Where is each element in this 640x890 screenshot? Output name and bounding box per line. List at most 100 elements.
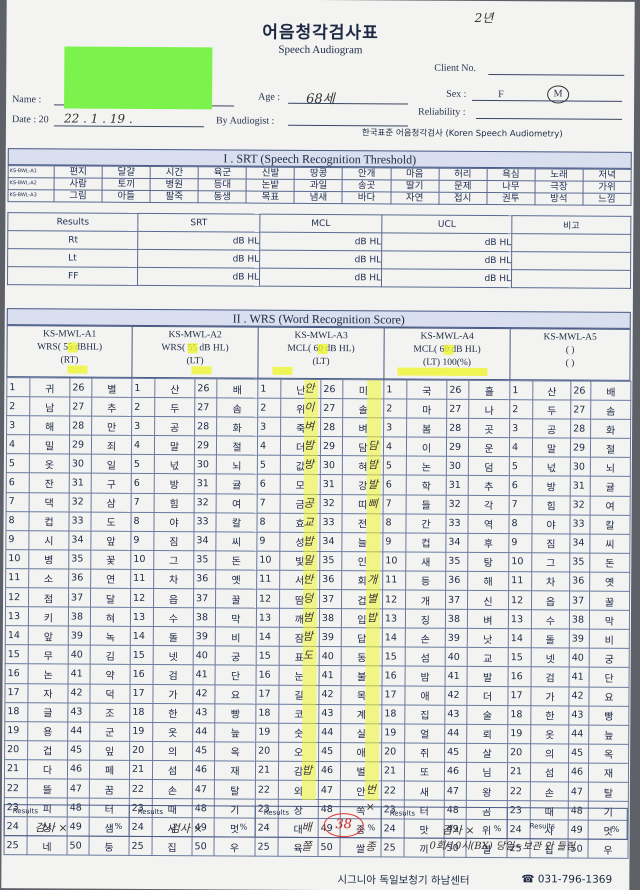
item-word: 섬 <box>530 762 569 783</box>
item-word: 가 <box>530 686 570 706</box>
item-number: 13 <box>256 608 280 628</box>
list-ear: (RT) <box>60 355 79 366</box>
item-number: 17 <box>381 685 406 705</box>
item-number: 29 <box>570 438 591 458</box>
highlight-mark <box>397 367 488 377</box>
list-condition: ( ) <box>565 345 575 356</box>
item-word: 겁 <box>27 740 68 760</box>
item-word: 추 <box>468 475 510 496</box>
item-number: 45 <box>192 741 215 761</box>
item-word: 죄 <box>91 435 132 455</box>
item-number: 22 <box>507 781 531 801</box>
item-number: 39 <box>68 626 91 646</box>
item-number: 43 <box>192 703 215 723</box>
item-number: 6 <box>6 473 30 493</box>
item-number: 30 <box>194 455 217 475</box>
item-word: 화 <box>216 417 258 437</box>
item-word: 짐 <box>153 531 194 551</box>
item-number: 37 <box>445 590 468 610</box>
item-word: 배 <box>590 381 631 401</box>
item-word: 야 <box>531 514 571 534</box>
item-word: 새 <box>404 781 445 801</box>
item-word: 칼 <box>215 512 258 532</box>
item-number: 41 <box>193 665 216 685</box>
item-number: 14 <box>5 625 29 646</box>
item-word: 옛 <box>215 569 257 590</box>
result-value: 검사 × <box>169 822 203 836</box>
item-number: 40 <box>68 645 91 665</box>
item-word: 꽃 <box>90 549 131 570</box>
item-number: 19 <box>381 723 405 743</box>
item-number: 1 <box>257 379 281 399</box>
srt-word: 바다 <box>342 191 391 204</box>
item-word: 단 <box>589 667 630 687</box>
item-number: 39 <box>569 629 590 649</box>
item-number: 39 <box>193 626 216 647</box>
item-word: 늪 <box>214 722 256 742</box>
item-number: 3 <box>131 416 155 436</box>
center-name: 시그니아 독일보청기 하남센터 <box>337 874 470 887</box>
item-number: 35 <box>68 549 91 570</box>
srt-word: 달걀 <box>102 166 151 179</box>
mcl-col-header: MCL <box>259 214 382 233</box>
item-word: 잎 <box>89 740 130 761</box>
item-word: 넋 <box>154 454 195 475</box>
item-word: 별 <box>91 378 132 398</box>
item-number: 45 <box>444 743 467 763</box>
item-number: 17 <box>4 683 29 703</box>
item-word: 뜰 <box>27 778 68 799</box>
item-number: 32 <box>69 492 92 512</box>
item-number: 45 <box>318 742 341 762</box>
item-word: 섬 <box>152 760 193 780</box>
item-number: 9 <box>5 530 29 550</box>
item-number: 17 <box>129 683 154 704</box>
item-number: 20 <box>4 740 28 760</box>
results-label: Results <box>12 807 39 816</box>
item-word: 각 <box>468 494 510 515</box>
srt-word: 동생 <box>198 190 247 204</box>
item-number: 26 <box>69 377 92 398</box>
item-word: 검 <box>531 667 570 687</box>
result-value: 검사 × <box>34 821 68 835</box>
item-word: 야 <box>153 512 195 532</box>
item-number: 29 <box>69 435 92 455</box>
item-word: 옥 <box>214 741 256 761</box>
handwritten-response: 이 <box>304 401 315 415</box>
srt-word: 시간 <box>150 166 199 179</box>
item-number: 4 <box>257 436 281 456</box>
item-number: 40 <box>445 647 468 667</box>
pct-sign: % <box>239 822 248 832</box>
item-word: 방 <box>154 473 195 494</box>
item-word: 달 <box>90 588 131 608</box>
item-number: 44 <box>318 723 341 743</box>
date-field <box>53 125 204 128</box>
standard-note: 한국표준 어음청각검사 (Koren Speech Audiometry) <box>361 128 563 140</box>
item-word: 간 <box>405 513 447 534</box>
item-word: 녹 <box>90 626 131 646</box>
item-number: 31 <box>570 476 591 496</box>
item-word: 돌 <box>153 626 194 647</box>
item-number: 4 <box>383 437 407 457</box>
item-word: 옷 <box>530 724 569 744</box>
srt-word: 나무 <box>486 180 535 193</box>
ucl-unit: dB HL <box>381 250 512 270</box>
result-value: 검사 × <box>441 823 475 837</box>
item-word: 두 <box>532 399 571 420</box>
item-word: 해 <box>467 571 509 591</box>
item-word: 만 <box>91 416 132 436</box>
item-word: 연 <box>90 569 131 589</box>
form-title: 어음청각검사표 <box>262 22 379 44</box>
item-word: 학 <box>406 475 447 495</box>
item-number: 7 <box>6 492 30 512</box>
item-word: 힘 <box>532 495 571 515</box>
center-phone: ☎ 031-796-1369 <box>521 873 613 886</box>
item-number: 16 <box>382 666 406 686</box>
srt-word: 자연 <box>390 191 439 205</box>
item-word: 벼 <box>467 609 509 629</box>
srt-word: 노래 <box>534 168 584 182</box>
item-number: 20 <box>129 741 153 761</box>
item-number: 34 <box>319 532 342 552</box>
item-word: 개 <box>405 590 446 610</box>
item-word: 수 <box>153 607 194 627</box>
item-word: 넷 <box>153 645 194 666</box>
